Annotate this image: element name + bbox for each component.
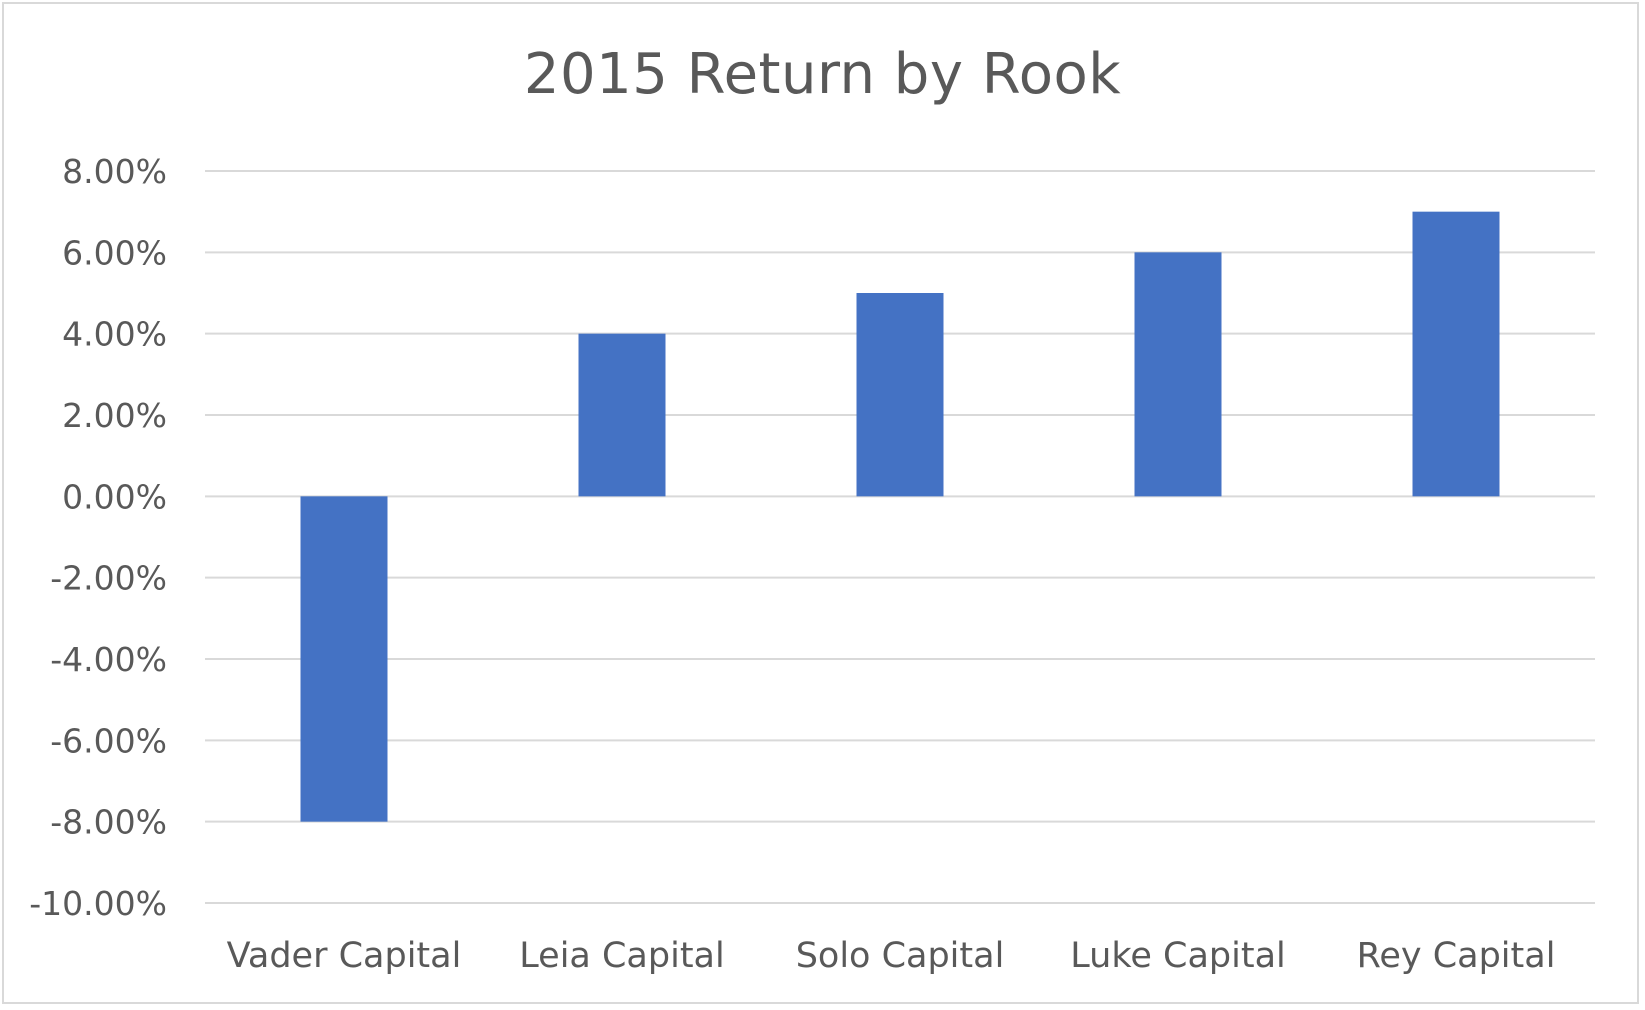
y-tick-label: -10.00% — [29, 884, 167, 923]
y-tick-label: 0.00% — [62, 477, 167, 516]
category-label: Luke Capital — [1070, 936, 1285, 976]
category-label: Vader Capital — [227, 936, 462, 976]
bars — [300, 211, 1500, 822]
bar-rey-capital — [1412, 211, 1500, 497]
bar-luke-capital — [1134, 252, 1222, 497]
bar-vader-capital — [300, 496, 388, 822]
y-tick-label: -6.00% — [50, 721, 167, 760]
category-label: Leia Capital — [519, 936, 724, 976]
category-label: Solo Capital — [796, 936, 1005, 976]
gridlines — [205, 170, 1595, 904]
y-tick-label: 4.00% — [62, 315, 167, 354]
y-axis-tick-labels: 8.00% 6.00% 4.00% 2.00% 0.00% -2.00% -4.00% -6.… — [29, 152, 167, 923]
y-tick-label: 8.00% — [62, 152, 167, 191]
y-tick-label: -4.00% — [50, 640, 167, 679]
x-axis-category-labels: Vader Capital Leia Capital Solo Capital Luk… — [227, 936, 1556, 976]
y-tick-label: 6.00% — [62, 233, 167, 272]
category-label: Rey Capital — [1357, 936, 1556, 976]
y-tick-label: -2.00% — [50, 559, 167, 598]
y-tick-label: -8.00% — [50, 803, 167, 842]
chart-title: 2015 Return by Rook — [523, 42, 1122, 107]
y-tick-label: 2.00% — [62, 396, 167, 435]
bar-leia-capital — [578, 333, 666, 497]
bar-solo-capital — [856, 293, 944, 497]
